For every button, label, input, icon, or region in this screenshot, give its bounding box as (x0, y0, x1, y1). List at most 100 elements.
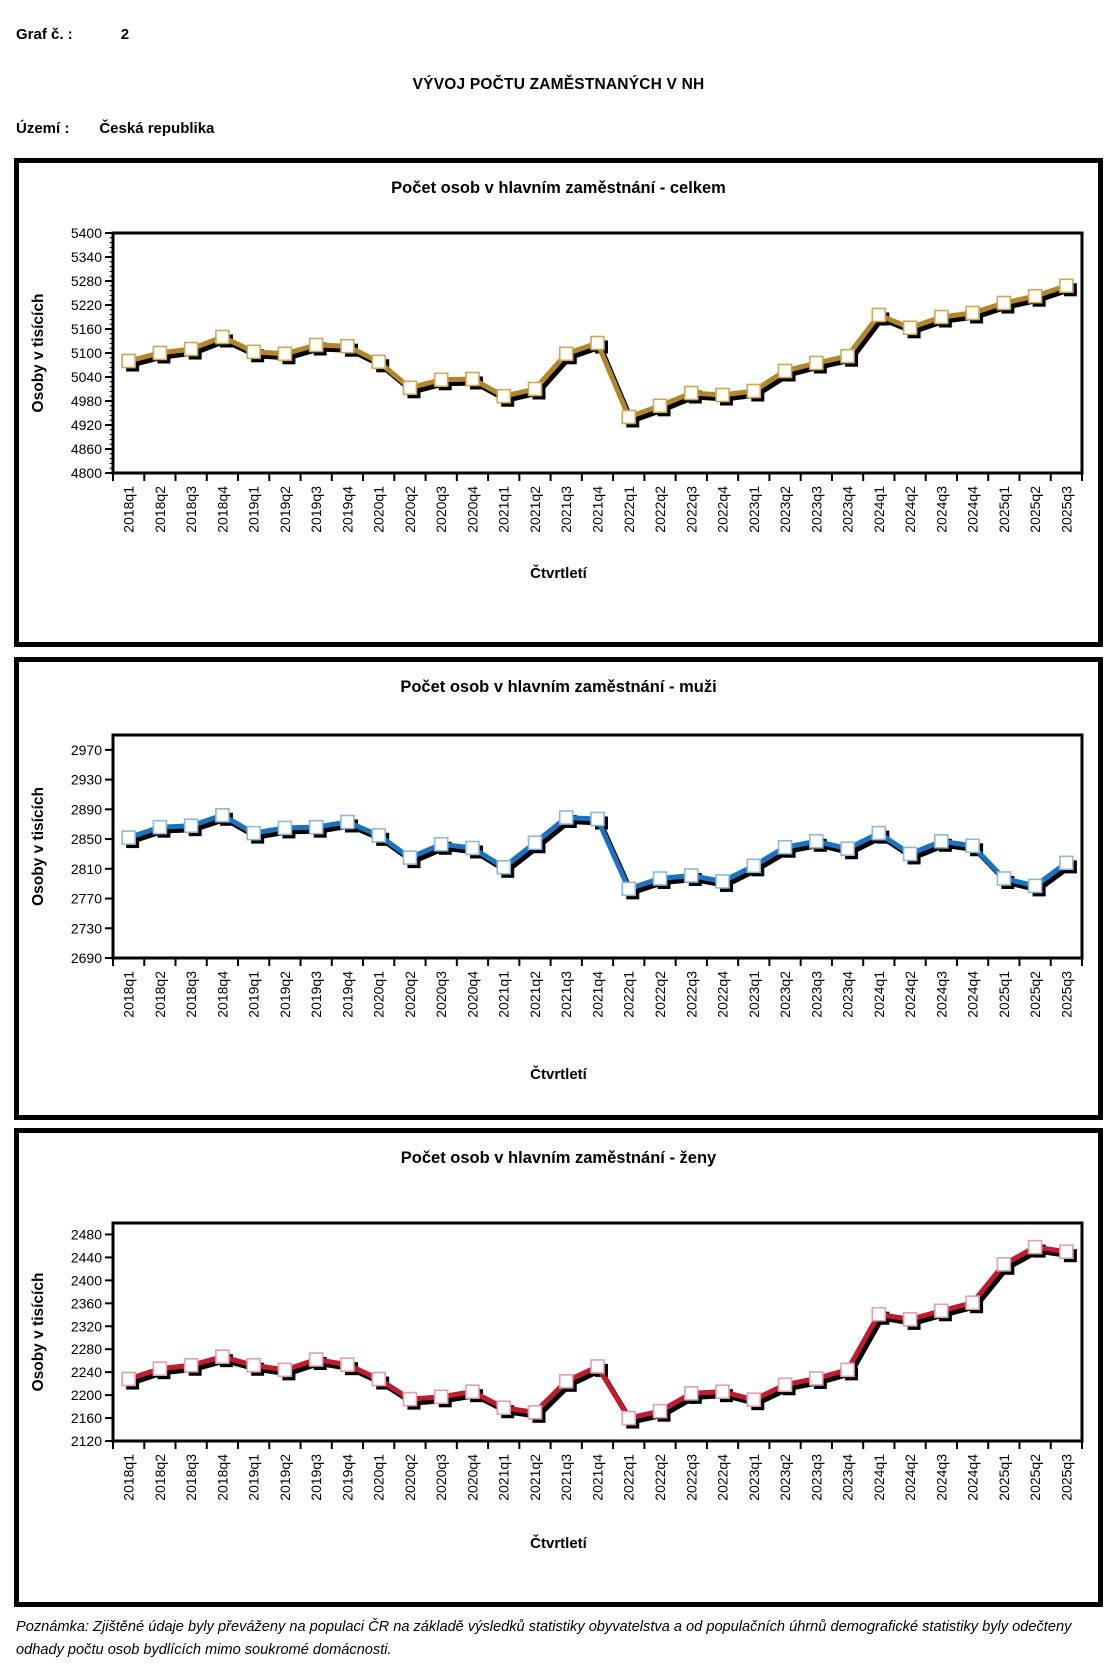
data-point-marker (246, 825, 261, 841)
data-point-marker (558, 346, 574, 362)
data-point-marker (683, 1386, 699, 1401)
data-point-marker (496, 1400, 512, 1416)
x-axis-tick-label: 2021q4 (590, 1454, 606, 1501)
x-axis-tick-label: 2021q4 (590, 486, 606, 533)
x-axis-tick-label: 2018q4 (214, 971, 230, 1018)
y-axis-tick-label: 2770 (71, 891, 102, 907)
uzemi-label: Území : (16, 120, 70, 137)
uzemi-row: Území : Česká republika (16, 120, 214, 137)
x-axis-tick-label: 2020q3 (433, 486, 449, 533)
x-axis-tick-label: 2019q2 (277, 1454, 293, 1501)
x-axis-tick-label: 2023q2 (777, 971, 793, 1018)
data-point-marker (590, 1359, 605, 1374)
y-axis-tick-label: 2320 (71, 1318, 102, 1334)
data-point-marker (527, 381, 543, 397)
data-point-marker (496, 860, 512, 875)
data-point-marker (809, 1371, 824, 1386)
x-axis-tick-label: 2019q1 (246, 971, 262, 1018)
data-point-marker (465, 371, 480, 387)
x-axis-tick-label: 2022q1 (621, 971, 637, 1018)
x-axis-tick-label: 2020q2 (402, 486, 418, 533)
y-axis-tick-label: 5160 (71, 321, 102, 337)
data-point-marker (402, 1391, 418, 1407)
data-point-marker (308, 819, 324, 835)
x-axis-tick-label: 2023q4 (840, 486, 856, 533)
data-point-marker (652, 871, 668, 886)
y-axis: 4800 4860 4920 4980 5040 5100 5160 5220 5280 5340… (71, 225, 113, 481)
x-axis-tick-label: 2022q2 (652, 1454, 668, 1501)
x-axis-tick-label: 2025q3 (1058, 971, 1074, 1018)
x-axis-tick-label: 2021q2 (527, 486, 543, 533)
x-axis-tick-label: 2024q3 (933, 1454, 949, 1501)
graf-label: Graf č. : (16, 26, 73, 43)
y-axis-tick-label: 5220 (71, 297, 102, 313)
data-point-marker (871, 1306, 887, 1322)
data-point-marker (308, 337, 324, 353)
y-axis-tick-label: 2360 (71, 1295, 102, 1311)
data-point-marker (246, 1357, 261, 1373)
x-axis-tick-label: 2024q1 (871, 971, 887, 1018)
data-point-marker (1059, 278, 1074, 294)
uzemi-value: Česká republika (99, 120, 215, 137)
line-chart-zeny: 2120 2160 2200 2240 2280 2320 2360 2400 2440 2480… (30, 1221, 1084, 1501)
y-axis-caption: Osoby v tisících (30, 787, 47, 906)
x-axis-tick-label: 2022q3 (683, 971, 699, 1018)
data-point-marker (1059, 855, 1074, 871)
x-axis-tick-label: 2020q2 (402, 971, 418, 1018)
x-axis-tick-label: 2022q2 (652, 486, 668, 533)
x-axis-tick-label: 2021q1 (496, 486, 512, 533)
y-axis-tick-label: 2400 (71, 1272, 102, 1288)
data-point-marker (121, 353, 136, 369)
data-point-marker (1027, 1239, 1043, 1255)
data-point-marker (746, 383, 762, 399)
x-axis-tick-label: 2021q2 (527, 971, 543, 1018)
data-point-marker (934, 1303, 949, 1319)
x-axis-tick-label: 2023q2 (777, 1454, 793, 1501)
x-axis-tick-label: 2019q2 (277, 486, 293, 533)
data-point-marker (152, 819, 168, 835)
data-point-marker (902, 320, 918, 336)
data-point-marker (215, 807, 230, 823)
data-point-marker (996, 1257, 1012, 1272)
data-point-marker (183, 341, 199, 357)
y-axis-tick-label: 4860 (71, 441, 102, 457)
x-axis-tick-label: 2022q2 (652, 971, 668, 1018)
data-point-marker (402, 380, 418, 396)
x-axis-tick-label: 2021q1 (496, 1454, 512, 1501)
data-point-marker (308, 1352, 324, 1367)
x-axis-tick-label: 2020q3 (433, 1454, 449, 1501)
data-point-marker (965, 838, 980, 854)
data-point-marker (183, 818, 199, 833)
y-axis-tick-label: 2730 (71, 920, 102, 936)
data-point-marker (558, 810, 574, 825)
data-point-marker (465, 1384, 480, 1399)
x-axis-tick-label: 2023q1 (746, 971, 762, 1018)
data-point-marker (621, 409, 637, 425)
y-axis-tick-label: 2240 (71, 1364, 102, 1380)
y-axis-tick-label: 2480 (71, 1226, 102, 1242)
data-point-marker (215, 1349, 230, 1364)
x-axis-tick-label: 2024q3 (933, 486, 949, 533)
y-axis-tick-label: 4800 (71, 465, 102, 481)
x-axis-tick-label: 2018q2 (152, 971, 168, 1018)
chart-box-zeny: Počet osob v hlavním zaměstnání - ženy 2… (14, 1128, 1103, 1607)
x-axis-tick-label: 2020q1 (371, 486, 387, 533)
x-axis-tick-label: 2025q1 (996, 486, 1012, 533)
x-axis-tick-label: 2025q1 (996, 971, 1012, 1018)
x-axis-tick-label: 2025q2 (1027, 1454, 1043, 1501)
x-axis-tick-label: 2024q3 (933, 971, 949, 1018)
x-axis-tick-label: 2021q4 (590, 971, 606, 1018)
x-axis-caption: Čtvrtletí (530, 565, 587, 582)
data-point-marker (715, 874, 730, 889)
x-axis-tick-label: 2020q1 (371, 971, 387, 1018)
x-axis-tick-label: 2018q2 (152, 1454, 168, 1501)
series-line (127, 1244, 1067, 1421)
y-axis: 2120 2160 2200 2240 2280 2320 2360 2400 2440 2480 (71, 1226, 113, 1449)
plot-frame (111, 1221, 1084, 1443)
page-title: VÝVOJ POČTU ZAMĚSTNANÝCH V NH (412, 76, 705, 93)
data-point-marker (277, 1362, 293, 1378)
x-axis-tick-label: 2020q4 (464, 971, 480, 1018)
data-point-marker (527, 835, 543, 851)
data-point-marker (683, 385, 699, 401)
